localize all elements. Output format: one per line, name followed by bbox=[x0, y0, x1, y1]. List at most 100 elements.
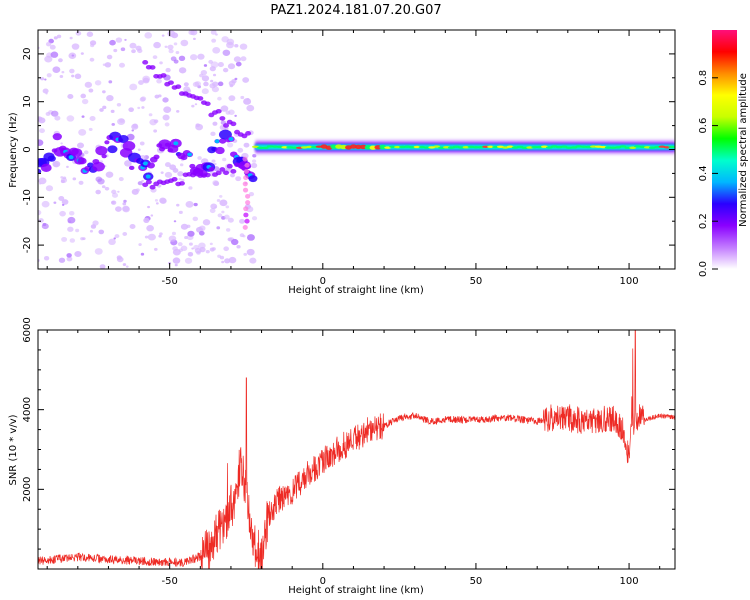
spectral-blob bbox=[219, 167, 226, 172]
spectral-blob bbox=[213, 162, 217, 166]
spectral-blob bbox=[216, 199, 221, 202]
spectral-blob bbox=[228, 80, 236, 86]
spectral-blob bbox=[58, 58, 63, 63]
spectral-blob bbox=[176, 110, 180, 113]
tone-peak bbox=[624, 146, 632, 149]
spectral-blob bbox=[157, 94, 162, 98]
spectral-blob bbox=[226, 41, 234, 49]
spectral-blob bbox=[81, 98, 89, 105]
spectral-blob bbox=[199, 246, 206, 253]
spectral-blob bbox=[243, 212, 249, 218]
spectral-blob bbox=[104, 62, 112, 68]
spectral-blob bbox=[142, 182, 149, 188]
spectral-blob bbox=[161, 34, 165, 37]
spectral-blob bbox=[178, 177, 182, 181]
spectral-blob bbox=[140, 96, 147, 102]
spectral-blob bbox=[66, 256, 73, 262]
spectral-blob bbox=[228, 256, 237, 264]
spectral-blob bbox=[203, 64, 208, 67]
spectral-blob bbox=[76, 142, 85, 149]
spectral-blob bbox=[131, 188, 139, 195]
spectral-blob bbox=[59, 75, 64, 79]
spectral-blob bbox=[60, 176, 64, 179]
spectral-blob bbox=[208, 166, 215, 172]
spectral-blob bbox=[153, 154, 160, 160]
spectral-blob bbox=[39, 128, 45, 134]
y-tick-label: 6000 bbox=[22, 317, 33, 342]
spectrogram-y-ticks: -20 -10 0 10 20 bbox=[22, 29, 675, 270]
spectral-blob bbox=[42, 88, 49, 94]
spectral-blob bbox=[138, 243, 142, 246]
x-tick-label: 100 bbox=[620, 576, 639, 587]
spectral-blob bbox=[205, 249, 210, 254]
spectral-blob bbox=[108, 238, 116, 246]
spectral-blob bbox=[144, 32, 153, 39]
spectral-blob bbox=[222, 67, 229, 73]
spectral-blob bbox=[159, 232, 163, 236]
spectral-blob bbox=[193, 244, 200, 250]
spectral-blob bbox=[66, 253, 72, 258]
spectral-blob bbox=[219, 255, 225, 260]
spectral-blob bbox=[69, 36, 73, 40]
spectral-blob bbox=[38, 209, 42, 216]
y-tick-label: 0 bbox=[22, 146, 33, 152]
spectral-blob bbox=[58, 196, 65, 201]
spectral-blob bbox=[147, 162, 155, 169]
spectral-blob bbox=[189, 54, 198, 61]
snr-x-ticks: -50 0 50 100 bbox=[46, 330, 661, 587]
spectral-blob bbox=[178, 55, 186, 61]
spectral-blob bbox=[159, 197, 167, 204]
spectral-blob bbox=[142, 77, 150, 84]
spectral-blob bbox=[226, 163, 233, 169]
tone-peak bbox=[668, 145, 675, 149]
spectral-blob bbox=[104, 140, 110, 145]
spectral-blob bbox=[94, 80, 102, 86]
spectral-blob bbox=[41, 200, 50, 208]
snr-y-axis-label: SNR (10 * v/v) bbox=[8, 414, 19, 485]
spectral-blob bbox=[191, 247, 194, 250]
spectral-blob bbox=[123, 199, 127, 203]
tone-peak bbox=[330, 144, 338, 149]
spectral-blob bbox=[203, 81, 209, 87]
spectral-blob bbox=[212, 121, 218, 126]
spectral-blob bbox=[178, 67, 187, 74]
spectral-blob bbox=[52, 160, 61, 168]
spectral-blob bbox=[102, 63, 106, 66]
spectral-blob bbox=[185, 201, 194, 208]
spectral-blob bbox=[71, 43, 80, 50]
spectral-blob bbox=[224, 126, 229, 131]
spectral-blob bbox=[212, 73, 217, 77]
colorbar-tick-label: 0.2 bbox=[698, 213, 709, 229]
spectral-blob bbox=[107, 145, 118, 154]
spectral-blob bbox=[248, 175, 258, 183]
spectral-blob bbox=[41, 223, 49, 230]
spectral-blob bbox=[125, 265, 129, 268]
spectral-blob bbox=[113, 48, 118, 53]
spectral-blob bbox=[60, 179, 65, 184]
spectral-blob bbox=[110, 109, 115, 113]
spectral-blob bbox=[209, 66, 216, 72]
spectral-blob bbox=[155, 202, 159, 205]
spectral-blob bbox=[119, 62, 126, 68]
spectral-blob bbox=[246, 104, 255, 112]
spectral-blob bbox=[144, 235, 149, 239]
spectral-blob bbox=[199, 73, 204, 78]
spectral-blob bbox=[58, 257, 66, 263]
x-tick-label: -50 bbox=[162, 576, 178, 587]
spectral-blob bbox=[219, 194, 223, 198]
spectral-blob bbox=[244, 218, 250, 224]
spectral-blob bbox=[177, 242, 183, 247]
spectral-blob bbox=[115, 206, 122, 212]
spectral-blob bbox=[38, 177, 47, 185]
spectral-blob bbox=[215, 146, 225, 155]
spectral-blob bbox=[66, 115, 75, 122]
spectral-blob bbox=[128, 107, 134, 113]
spectral-blob bbox=[209, 208, 216, 214]
spectral-blob bbox=[83, 150, 89, 155]
spectral-blob bbox=[224, 258, 231, 264]
spectral-blob bbox=[239, 218, 245, 224]
spectral-blob bbox=[163, 106, 172, 113]
spectral-blob bbox=[228, 95, 236, 102]
spectral-blob bbox=[71, 74, 75, 78]
spectral-blob bbox=[227, 217, 234, 223]
